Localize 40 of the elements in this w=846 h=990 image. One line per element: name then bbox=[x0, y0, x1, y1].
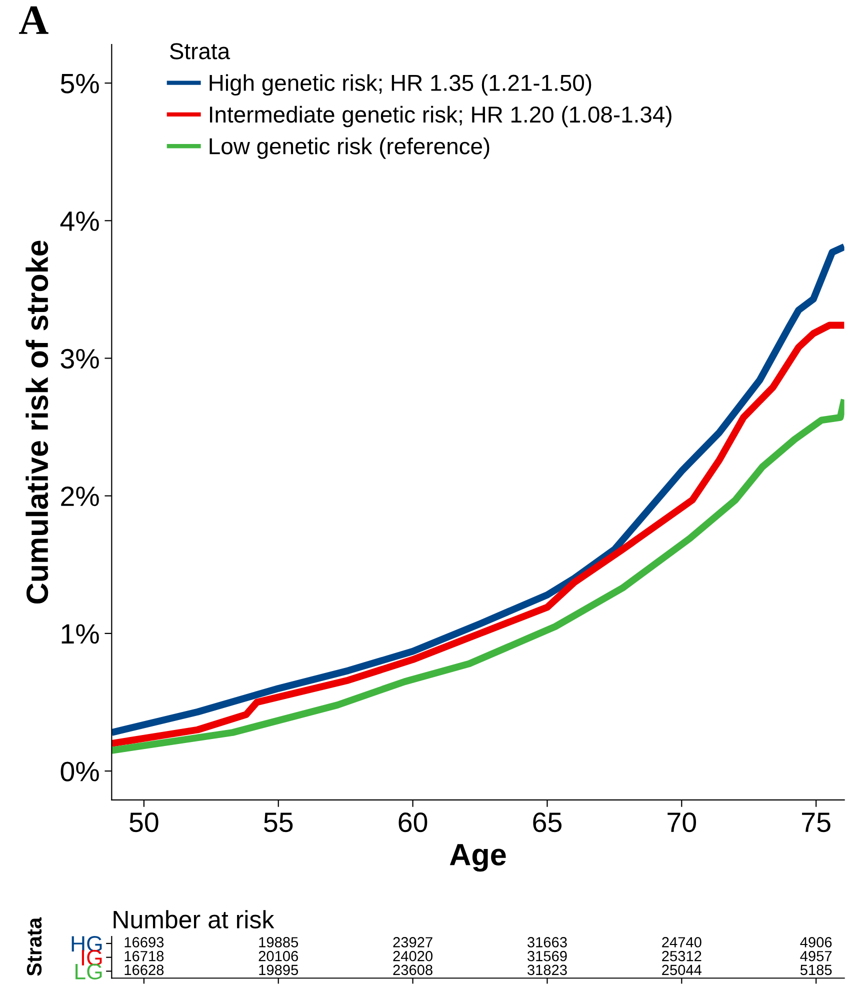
legend-label: High genetic risk; HR 1.35 (1.21-1.50) bbox=[210, 74, 592, 96]
legend-label: Low genetic risk (reference) bbox=[210, 138, 490, 159]
y-tick-label: 4% bbox=[60, 211, 99, 231]
category-label: LG bbox=[76, 964, 102, 980]
text: 19885 bbox=[259, 937, 298, 948]
text: Strata bbox=[26, 917, 42, 976]
text: 4906 bbox=[800, 937, 832, 948]
text: 4957 bbox=[800, 950, 832, 962]
text: 31663 bbox=[528, 937, 567, 948]
y-axis-title: Cumulative risk of stroke bbox=[26, 240, 48, 604]
y-tick-label: 3% bbox=[60, 348, 99, 369]
x-tick-label: 60 bbox=[398, 812, 428, 832]
text: 5185 bbox=[800, 964, 832, 976]
x-tick-label: 55 bbox=[264, 812, 293, 832]
text: 25312 bbox=[662, 950, 702, 962]
text: 16693 bbox=[124, 937, 164, 948]
text: 20106 bbox=[258, 950, 298, 962]
text: A bbox=[19, 6, 48, 34]
y-tick-label: 5% bbox=[60, 74, 99, 94]
x-axis-title: Age bbox=[450, 844, 506, 872]
text: 24740 bbox=[662, 937, 702, 948]
text: 19895 bbox=[259, 964, 298, 976]
x-tick-label: 75 bbox=[802, 812, 830, 832]
text: 16718 bbox=[124, 950, 164, 962]
y-tick-label: 0% bbox=[60, 762, 99, 782]
text: 23927 bbox=[393, 937, 432, 948]
text: 23608 bbox=[393, 964, 432, 976]
text: 25044 bbox=[662, 964, 702, 976]
legend-title: Strata bbox=[170, 43, 230, 60]
text: 16628 bbox=[124, 964, 164, 976]
y-tick-label: 2% bbox=[61, 486, 99, 506]
x-tick-label: 65 bbox=[533, 812, 562, 832]
text: 31823 bbox=[528, 964, 567, 976]
y-tick-label: 1% bbox=[62, 624, 99, 644]
text: Number at risk bbox=[114, 910, 274, 928]
x-tick-label: 50 bbox=[130, 812, 158, 832]
text: 31569 bbox=[528, 950, 567, 962]
legend-label: Intermediate genetic risk; HR 1.20 (1.08-1.34) bbox=[210, 106, 672, 128]
x-tick-label: 70 bbox=[668, 812, 696, 832]
text: 24020 bbox=[393, 950, 432, 962]
